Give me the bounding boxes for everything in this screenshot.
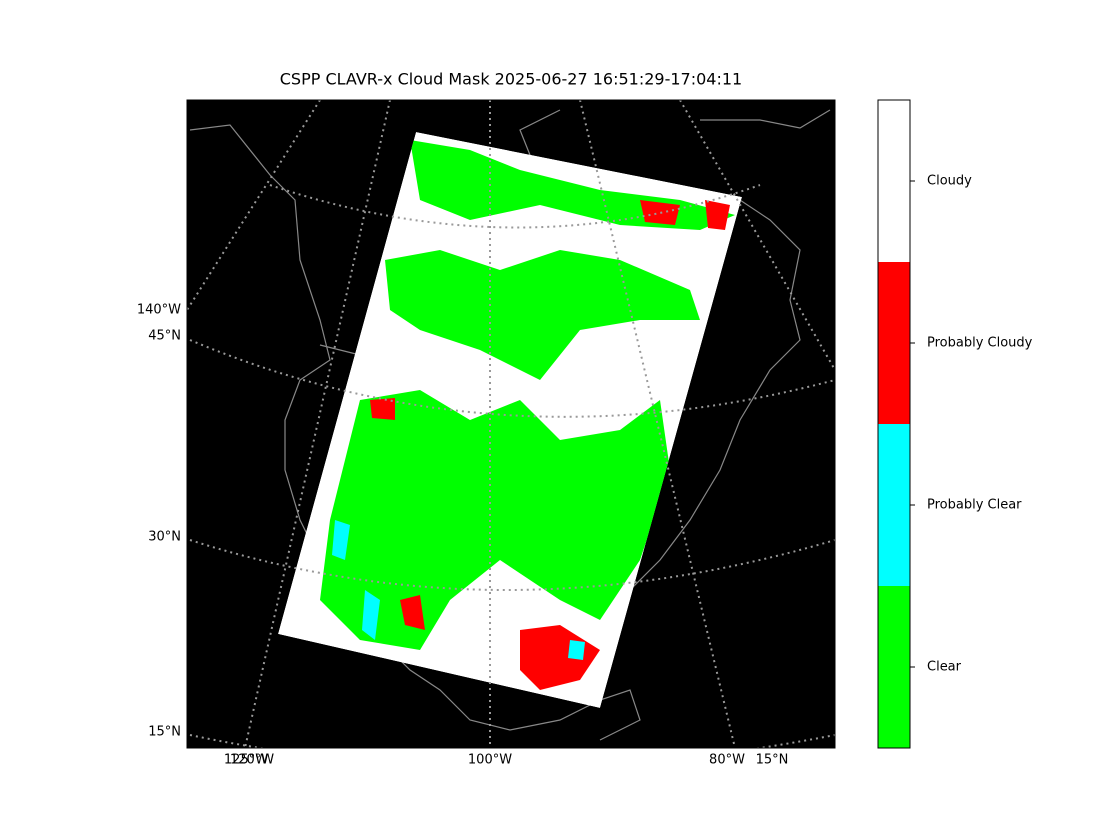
colorbar-segment — [878, 100, 910, 262]
graticule — [244, 100, 391, 748]
bottom-label: 80°W — [709, 753, 745, 768]
graticule — [269, 184, 761, 229]
colorbar-frame — [877, 99, 911, 749]
graticule — [189, 539, 835, 591]
title: CSPP CLAVR-x Cloud Mask 2025-06-27 16:51… — [280, 70, 742, 89]
colorbar-label: Cloudy — [927, 174, 972, 189]
colorbar-segment — [878, 424, 910, 586]
map — [187, 100, 835, 748]
colorbar: Cloudy Probably Cloudy Probably Clear Clear — [877, 99, 1033, 749]
swath-clear — [480, 470, 580, 530]
swath-probably-cloudy — [520, 625, 600, 690]
left-label: 45°N — [148, 329, 181, 344]
bottom-label: 120°W — [230, 753, 274, 768]
swath-clear — [385, 250, 700, 380]
map-frame — [186, 99, 836, 749]
coastline — [700, 109, 831, 129]
graticule — [679, 100, 835, 371]
left-label: 140°W — [137, 303, 181, 318]
colorbar-label: Probably Clear — [927, 498, 1022, 513]
bottom-label: 100°W — [468, 753, 512, 768]
colorbar-segment — [878, 586, 910, 748]
left-label: 15°N — [148, 725, 181, 740]
bottom-label: 125°W — [224, 753, 268, 768]
colorbar-segment — [878, 262, 910, 424]
bottom-label: 15°N — [756, 753, 789, 768]
left-label: 30°N — [148, 530, 181, 545]
colorbar-label: Probably Cloudy — [927, 336, 1033, 351]
colorbar-label: Clear — [927, 660, 962, 675]
